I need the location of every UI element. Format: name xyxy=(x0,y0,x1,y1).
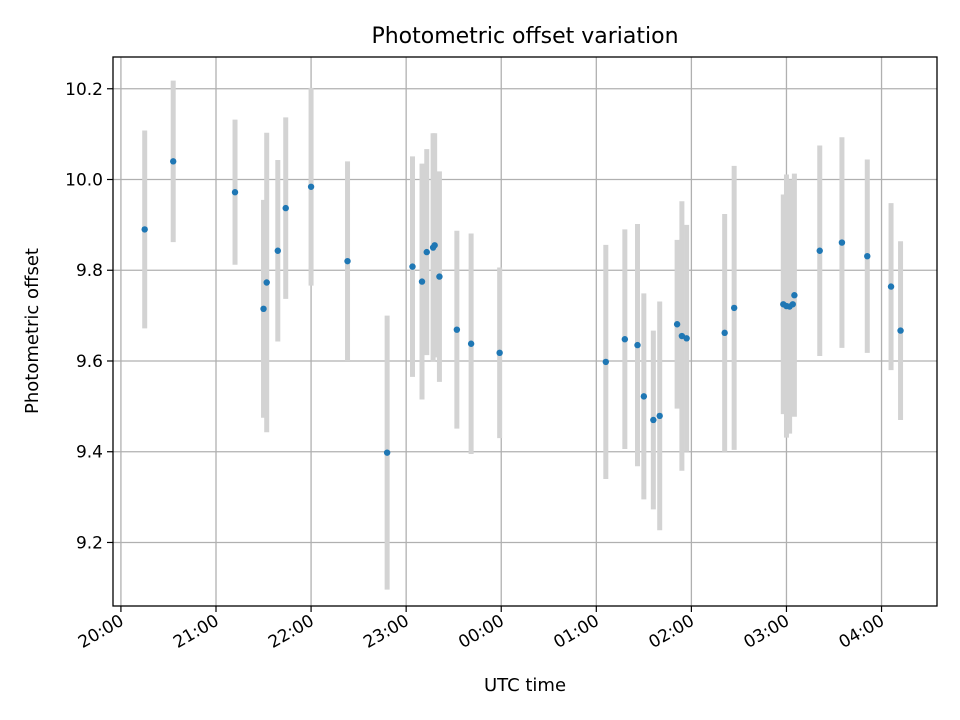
data-point xyxy=(274,247,281,254)
data-point xyxy=(816,247,823,254)
data-point xyxy=(634,341,641,349)
data-point xyxy=(344,257,351,265)
data-point xyxy=(621,336,629,343)
data-point xyxy=(282,204,289,212)
data-point xyxy=(436,273,443,280)
data-point xyxy=(730,304,738,312)
data-point xyxy=(789,301,796,308)
data-point xyxy=(260,305,267,313)
data-point xyxy=(683,335,690,342)
y-tick-label: 9.4 xyxy=(76,443,103,463)
y-tick-label: 10.0 xyxy=(65,171,103,191)
chart-title: Photometric offset variation xyxy=(371,24,678,49)
data-point xyxy=(673,321,681,328)
data-point xyxy=(383,449,391,456)
data-point xyxy=(467,340,475,347)
data-point xyxy=(791,292,798,299)
data-point xyxy=(231,189,239,196)
y-tick-label: 9.6 xyxy=(76,352,103,372)
data-point xyxy=(602,358,610,366)
data-points xyxy=(141,158,904,456)
x-axis-label: UTC time xyxy=(484,675,566,696)
data-point xyxy=(838,239,846,246)
data-point xyxy=(650,416,657,424)
data-point xyxy=(409,263,416,270)
data-point xyxy=(170,158,177,165)
data-point xyxy=(864,252,871,260)
data-point xyxy=(431,242,438,249)
data-point xyxy=(453,326,461,333)
data-point xyxy=(141,226,148,233)
data-point xyxy=(263,279,270,286)
y-axis-label: Photometric offset xyxy=(22,248,43,414)
plot-frame xyxy=(112,56,938,607)
y-tick-label: 10.2 xyxy=(65,80,103,100)
data-point xyxy=(656,412,663,420)
data-point xyxy=(678,332,686,340)
data-point xyxy=(897,327,904,334)
data-point xyxy=(307,183,315,190)
data-point xyxy=(496,349,503,357)
data-point xyxy=(887,283,895,290)
data-point xyxy=(640,393,648,400)
data-point xyxy=(721,329,728,337)
data-point xyxy=(423,248,430,256)
data-point xyxy=(418,278,426,285)
y-tick-label: 9.8 xyxy=(76,261,103,281)
y-tick-label: 9.2 xyxy=(76,533,103,553)
